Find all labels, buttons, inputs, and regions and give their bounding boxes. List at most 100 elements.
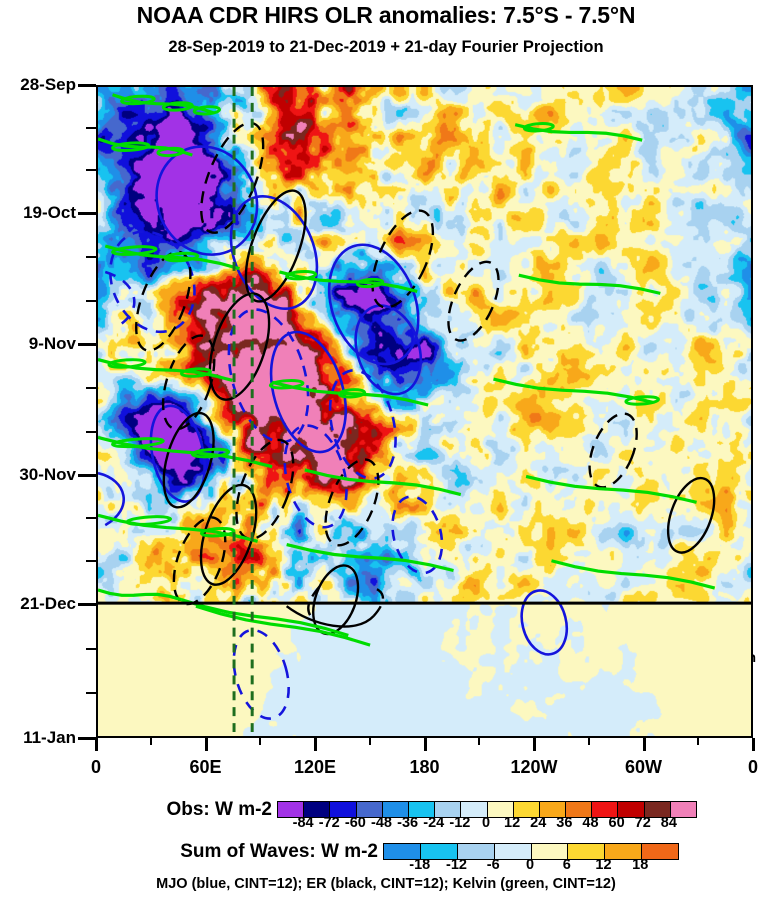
mjo-contour-solid <box>354 304 423 396</box>
kelvin-contour <box>551 559 716 590</box>
kelvin-contour <box>179 367 212 378</box>
mjo-contour-dashed <box>104 270 136 329</box>
x-axis-label: 180 <box>409 757 440 777</box>
y-axis-label: 19-Oct <box>23 203 76 223</box>
figure-subtitle: 28-Sep-2019 to 21-Dec-2019 + 21-day Four… <box>168 38 604 56</box>
colorbar-cell <box>435 802 462 817</box>
x-axis-label: 0 <box>747 757 758 777</box>
kelvin-contour <box>98 435 273 469</box>
y-axis-label: 11-Jan <box>23 728 76 747</box>
colorbar-cell <box>592 802 619 817</box>
x-tick-major <box>204 738 208 751</box>
colorbar-cell <box>278 802 305 817</box>
colorbar-tick-label: -12 <box>449 815 471 831</box>
mjo-contour-dashed <box>283 424 348 529</box>
y-tick-major <box>78 84 96 87</box>
mjo-contour-dashed <box>328 369 397 480</box>
x-tick-minor <box>368 738 371 745</box>
er-contour-solid <box>162 411 215 509</box>
er-contour-solid <box>199 483 258 586</box>
kelvin-contour <box>98 358 233 382</box>
kelvin-contour <box>111 437 165 449</box>
colorbar-cell <box>384 844 421 859</box>
colorbar-tick-label: -12 <box>446 857 467 873</box>
colorbar-cell <box>420 844 458 859</box>
kelvin-contour <box>514 123 643 142</box>
kelvin-contour <box>518 273 661 295</box>
y-axis-label: 28-Sep <box>20 75 76 94</box>
colorbar-tick-label: -60 <box>344 815 366 831</box>
colorbar-cell <box>568 844 606 859</box>
kelvin-contour <box>98 588 182 602</box>
colorbar-tick-label: -24 <box>423 815 445 831</box>
colorbar-tick-label: 0 <box>481 815 491 831</box>
y-axis-label: 21-Dec <box>20 594 76 614</box>
y-tick-minor <box>86 169 96 172</box>
kelvin-contour <box>192 105 221 116</box>
colorbar-cell <box>487 802 514 817</box>
colorbar-tick-label: 0 <box>525 857 535 873</box>
kelvin-contour <box>279 270 418 293</box>
y-tick-minor <box>86 430 96 433</box>
x-axis-label: 0 <box>90 757 101 777</box>
colorbar-tick-label: -6 <box>486 857 500 873</box>
y-tick-minor <box>86 560 96 563</box>
y-tick-minor <box>86 647 96 650</box>
colorbar-cell <box>642 844 678 859</box>
x-tick-minor <box>697 738 700 745</box>
er-contour-dashed <box>200 121 265 234</box>
kelvin-contour <box>493 377 654 404</box>
er-contour-solid <box>666 476 716 554</box>
colorbar-cell <box>457 844 495 859</box>
er-contour-dashed <box>324 458 380 547</box>
colorbar-tick-label: 60 <box>608 815 625 831</box>
colorbar-obs <box>277 801 697 818</box>
y-tick-major <box>78 474 96 478</box>
x-tick-minor <box>478 738 481 745</box>
colorbar-cell <box>408 802 436 817</box>
x-tick-major <box>423 738 427 751</box>
colorbar-label-sum_of_waves: Sum of Waves: W m-2 <box>180 841 378 862</box>
y-tick-major <box>78 343 96 347</box>
x-tick-major <box>752 738 755 751</box>
colorbar-sum_of_waves <box>383 843 679 860</box>
colorbar-cell <box>539 802 567 817</box>
kelvin-contour <box>111 141 151 152</box>
kelvin-contour <box>337 388 367 399</box>
y-tick-major <box>78 737 96 740</box>
kelvin-contour <box>161 101 194 112</box>
colorbar-tick-label: -72 <box>318 815 340 831</box>
kelvin-contour <box>180 598 349 637</box>
kelvin-contour <box>355 277 385 289</box>
kelvin-contour <box>104 244 240 271</box>
colorbar-tick-label: 12 <box>504 815 521 831</box>
er-contour-dashed <box>161 334 216 431</box>
kelvin-contour <box>190 447 231 459</box>
colorbar-tick-label: 6 <box>562 857 571 873</box>
kelvin-contour <box>163 251 200 263</box>
hovmoller-plot-area <box>96 85 753 738</box>
kelvin-contour <box>624 395 660 406</box>
colorbar-tick-label: -48 <box>371 815 392 831</box>
wave-contour-overlay <box>98 87 751 736</box>
er-contour-solid <box>208 292 271 401</box>
kelvin-contour <box>271 380 429 407</box>
mjo-contour-solid <box>269 330 347 454</box>
colorbar-cell <box>356 802 383 817</box>
y-axis-label: 30-Nov <box>19 465 76 485</box>
y-tick-minor <box>86 126 96 129</box>
colorbar-cell <box>670 802 696 817</box>
mjo-contour-dashed <box>227 308 310 444</box>
x-axis-label: 60E <box>189 757 222 777</box>
er-contour-dashed <box>235 438 295 541</box>
colorbar-tick-label: -84 <box>292 815 314 831</box>
kelvin-contour <box>199 526 236 538</box>
colorbar-cell <box>494 844 532 859</box>
colorbar-cell <box>531 844 569 859</box>
mjo-contour-solid <box>149 404 206 503</box>
kelvin-contour <box>120 94 156 106</box>
colorbar-tick-label: 24 <box>530 815 547 831</box>
x-tick-major <box>95 738 98 751</box>
x-tick-minor <box>587 738 590 745</box>
